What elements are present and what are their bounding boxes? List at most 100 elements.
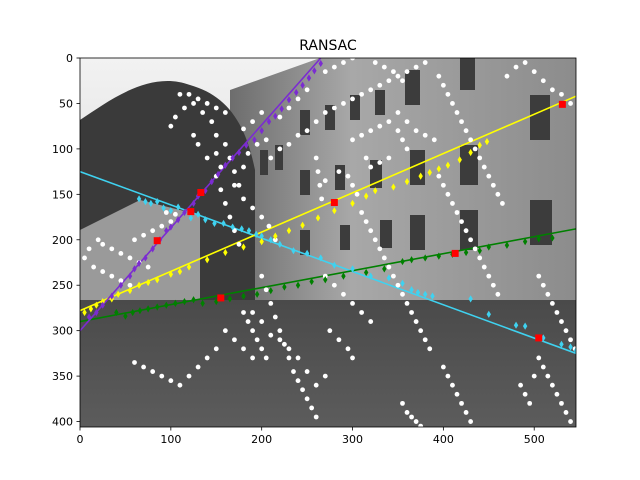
inlier-point-2: [130, 308, 135, 317]
inlier-point-1: [177, 267, 183, 276]
inlier-point-3: [175, 216, 181, 224]
outlier-point: [317, 182, 323, 188]
outlier-point: [386, 155, 392, 161]
inlier-point-3: [132, 265, 137, 273]
outlier-point: [377, 160, 383, 165]
outlier-point: [404, 300, 410, 306]
inlier-point-1: [100, 297, 105, 306]
inlier-point-0: [541, 334, 546, 342]
inlier-point-0: [168, 207, 174, 215]
inlier-point-1: [391, 183, 396, 191]
inlier-point-0: [175, 203, 181, 211]
outlier-point: [286, 141, 292, 147]
inlier-point-1: [445, 161, 451, 169]
inlier-point-0: [468, 295, 473, 303]
outlier-point: [350, 355, 355, 361]
inlier-point-2: [400, 257, 405, 266]
outlier-point: [168, 219, 174, 224]
inlier-point-3: [300, 81, 305, 89]
outlier-point: [150, 228, 156, 234]
background-photo: [80, 58, 576, 427]
inlier-point-1: [186, 263, 192, 271]
inlier-point-0: [513, 321, 519, 329]
outlier-point: [463, 128, 469, 134]
outlier-point: [222, 141, 228, 147]
outlier-point: [259, 214, 265, 220]
outlier-point: [395, 128, 401, 134]
outlier-point: [368, 319, 374, 324]
outlier-point: [172, 211, 178, 217]
outlier-point: [163, 210, 169, 215]
outlier-point: [409, 310, 414, 315]
outlier-point: [472, 146, 478, 152]
outlier-point: [377, 246, 383, 252]
sample-points: [153, 100, 566, 342]
inlier-point-0: [522, 322, 528, 330]
sample-point: [217, 294, 225, 302]
outlier-point: [313, 155, 319, 161]
inlier-point-1: [404, 178, 410, 186]
outlier-point: [345, 173, 351, 179]
y-axis: 0 50 100 150 200 250 300 350 400: [52, 52, 80, 429]
fit-line-0: [80, 170, 576, 355]
y-tick-label: 300: [52, 325, 73, 338]
outlier-point: [536, 355, 542, 361]
outlier-point: [132, 237, 137, 243]
outlier-point: [236, 241, 242, 247]
outlier-point: [477, 155, 483, 161]
outlier-point: [391, 273, 396, 279]
inlier-point-1: [457, 156, 462, 164]
outlier-point: [400, 400, 405, 406]
inlier-point-3: [230, 154, 235, 162]
outlier-point: [263, 287, 269, 293]
outlier-point: [381, 64, 387, 70]
outlier-point: [404, 119, 410, 125]
inlier-point-0: [486, 310, 491, 318]
outlier-point: [319, 196, 325, 202]
inlier-point-2: [363, 268, 369, 277]
inlier-point-0: [386, 274, 392, 282]
inlier-point-2: [382, 265, 387, 273]
outlier-point: [468, 237, 474, 243]
inlier-point-1: [273, 232, 278, 240]
inlier-point-0: [291, 247, 296, 255]
inlier-point-2: [309, 277, 314, 286]
outlier-point: [336, 337, 342, 343]
outlier-point: [459, 400, 464, 406]
x-tick-label: 100: [160, 433, 181, 446]
outlier-point: [272, 237, 278, 243]
outlier-point: [554, 391, 560, 397]
inlier-point-0: [318, 254, 323, 262]
inlier-point-2: [436, 252, 442, 260]
outlier-point: [195, 364, 201, 370]
outlier-point: [304, 87, 310, 93]
outlier-point: [495, 191, 501, 197]
outlier-point: [395, 73, 401, 79]
outlier-point: [372, 60, 378, 65]
outlier-point: [204, 101, 210, 106]
outlier-point: [549, 300, 555, 306]
outlier-point: [204, 355, 210, 361]
inlier-point-1: [259, 237, 264, 246]
outlier-point: [236, 182, 242, 188]
outlier-point: [445, 191, 451, 197]
outlier-point: [568, 101, 573, 106]
inlier-point-0: [136, 195, 142, 203]
outlier-point: [350, 300, 355, 306]
inlier-point-0: [409, 286, 414, 294]
outlier-point: [259, 319, 265, 324]
outlier-point: [259, 346, 265, 352]
outlier-point: [200, 110, 206, 115]
inlier-point-3: [279, 105, 284, 113]
outlier-point: [368, 87, 374, 93]
inlier-point-2: [486, 243, 491, 251]
outlier-point: [386, 78, 392, 84]
outlier-point: [427, 346, 433, 352]
outlier-point: [450, 382, 455, 388]
outlier-point: [531, 69, 537, 75]
inlier-point-3: [266, 118, 272, 126]
outlier-point: [241, 310, 246, 315]
outlier-point: [109, 273, 115, 279]
outlier-point: [359, 310, 365, 315]
